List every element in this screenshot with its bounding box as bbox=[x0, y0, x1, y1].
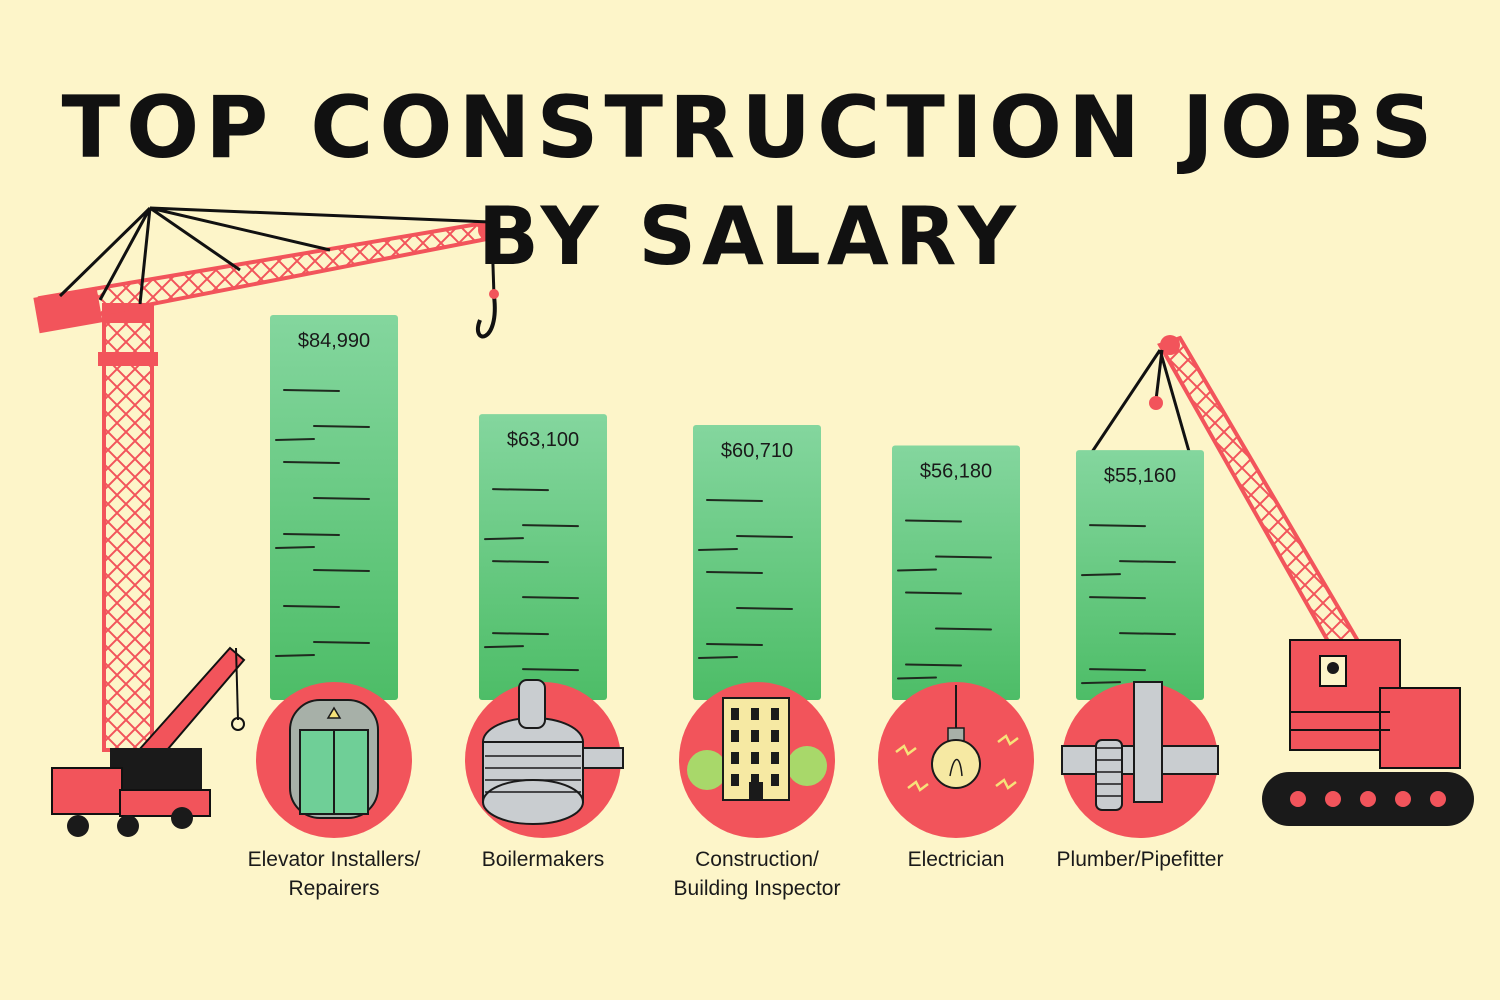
salary-bar bbox=[892, 445, 1020, 700]
category-label-line: Building Inspector bbox=[673, 877, 841, 900]
category-label: Elevator Installers/Repairers bbox=[204, 845, 464, 903]
boiler-icon bbox=[465, 679, 624, 838]
category-label-line: Repairers bbox=[288, 877, 380, 900]
salary-bar bbox=[479, 414, 607, 700]
value-label: $55,160 bbox=[1104, 465, 1176, 487]
category-label: Construction/Building Inspector bbox=[627, 845, 887, 903]
lightbulb-icon bbox=[878, 682, 1034, 838]
category-label-line: Elevator Installers/ bbox=[247, 848, 421, 871]
category-label-line: Plumber/Pipefitter bbox=[1056, 848, 1224, 871]
elevator-icon bbox=[256, 682, 412, 838]
category-label: Boilermakers bbox=[413, 845, 673, 874]
category-label-line: Electrician bbox=[907, 848, 1005, 871]
bar-texture bbox=[484, 488, 579, 672]
bar-texture bbox=[698, 498, 793, 659]
bar-texture bbox=[275, 389, 370, 657]
building-icon bbox=[679, 682, 835, 838]
category-label-line: Boilermakers bbox=[481, 848, 605, 871]
pipe-icon bbox=[1061, 681, 1219, 838]
salary-bar bbox=[1076, 450, 1204, 700]
truck-crane-illustration bbox=[51, 646, 246, 837]
category-label-line: Construction/ bbox=[695, 848, 819, 871]
value-label: $60,710 bbox=[721, 440, 793, 462]
chart-title-line-2: By Salary bbox=[478, 190, 1022, 283]
tower-crane-illustration bbox=[33, 206, 499, 752]
bar-texture bbox=[897, 519, 992, 680]
salary-bar bbox=[270, 315, 398, 700]
value-label: $84,990 bbox=[298, 330, 370, 352]
chart-title-line-1: Top Construction Jobs bbox=[61, 78, 1439, 178]
bar-texture bbox=[1081, 524, 1176, 685]
category-label: Electrician bbox=[826, 845, 1086, 874]
category-label: Plumber/Pipefitter bbox=[1010, 845, 1270, 874]
salary-bar bbox=[693, 424, 821, 700]
value-label: $56,180 bbox=[920, 461, 992, 483]
value-label: $63,100 bbox=[507, 429, 579, 451]
